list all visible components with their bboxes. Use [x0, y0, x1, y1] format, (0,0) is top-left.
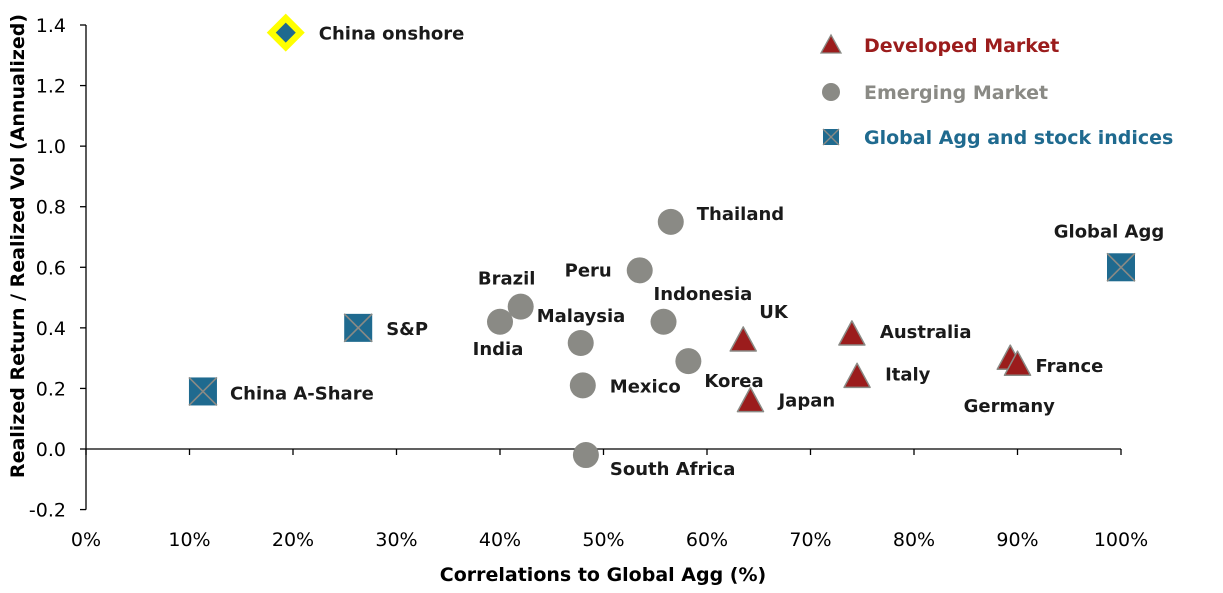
- point-australia: [838, 320, 866, 346]
- point-malaysia: [567, 330, 594, 356]
- point-france: [1003, 350, 1032, 376]
- point-s-p: [343, 313, 373, 343]
- x-tick-label: 100%: [1094, 529, 1148, 551]
- point-label-korea: Korea: [704, 371, 763, 392]
- axes: -0.2 0.0 0.2 0.4 0.6 0.8 1.0 1.2 1.4 0% 10% 20% 30% 4…: [29, 15, 1148, 551]
- y-tick-label: 0.4: [36, 318, 66, 340]
- point-label-indonesia: Indonesia: [654, 284, 753, 305]
- point-label-mexico: Mexico: [610, 376, 681, 397]
- point-thailand: [657, 208, 684, 235]
- point-label-india: India: [473, 339, 524, 360]
- point-label-south-africa: South Africa: [610, 459, 735, 480]
- point-mexico: [569, 372, 596, 399]
- x-tick-label: 70%: [789, 529, 831, 551]
- x-axis-title: Correlations to Global Agg (%): [440, 564, 766, 586]
- point-label-italy: Italy: [885, 364, 931, 385]
- point-brazil: [507, 293, 534, 320]
- data-points: UK Japan Australia Italy Germany France Thaila…: [188, 13, 1164, 480]
- point-italy: [843, 362, 871, 389]
- y-tick-label: 1.4: [36, 15, 66, 37]
- y-tick-label: 0.6: [36, 257, 66, 279]
- point-label-global-agg: Global Agg: [1054, 221, 1164, 242]
- y-tick-label: 0.0: [36, 439, 66, 461]
- legend-label: Global Agg and stock indices: [864, 127, 1173, 149]
- point-label-france: France: [1036, 356, 1104, 377]
- x-tick-label: 30%: [375, 529, 417, 551]
- point-label-uk: UK: [759, 302, 789, 323]
- point-india: [487, 308, 513, 335]
- point-label-malaysia: Malaysia: [537, 306, 626, 327]
- legend-entry-emerging-market: Emerging Market: [822, 82, 1048, 104]
- point-label-china-onshore: China onshore: [319, 24, 465, 45]
- point-korea: [675, 348, 702, 375]
- point-label-germany: Germany: [964, 396, 1056, 417]
- point-peru: [626, 257, 653, 284]
- legend-marker-triangle: [819, 33, 843, 54]
- x-tick-label: 40%: [479, 529, 521, 551]
- x-tick-label: 90%: [996, 529, 1038, 551]
- x-tick-label: 0%: [71, 529, 101, 551]
- point-uk: [729, 326, 757, 352]
- point-label-s-p: S&P: [386, 319, 428, 340]
- x-tick-label: 80%: [893, 529, 935, 551]
- legend-label: Developed Market: [864, 35, 1059, 57]
- y-tick-label: 0.2: [36, 378, 66, 400]
- point-label-china-a-share: China A-Share: [230, 383, 374, 404]
- legend: Developed Market Emerging Market Global Ag…: [819, 33, 1173, 149]
- point-south-africa: [572, 442, 599, 469]
- y-tick-label: 1.2: [36, 76, 66, 98]
- point-label-australia: Australia: [880, 322, 972, 343]
- point-label-brazil: Brazil: [478, 269, 536, 290]
- legend-entry-developed-market: Developed Market: [819, 33, 1059, 57]
- y-tick-label: 1.0: [36, 136, 66, 158]
- legend-entry-global-agg-and-stock-indices: Global Agg and stock indices: [822, 127, 1173, 149]
- y-tick-label: 0.8: [36, 197, 66, 219]
- point-japan: [736, 386, 765, 413]
- x-tick-label: 20%: [272, 529, 314, 551]
- legend-marker-circle: [822, 83, 840, 101]
- x-tick-label: 60%: [686, 529, 728, 551]
- point-china-a-share: [188, 376, 218, 407]
- point-label-peru: Peru: [565, 260, 612, 281]
- x-tick-label: 10%: [168, 529, 210, 551]
- x-tick-label: 50%: [582, 529, 624, 551]
- point-china-onshore: [266, 13, 305, 52]
- y-axis-title: Realized Return / Realized Vol (Annualiz…: [7, 14, 29, 478]
- point-global-agg: [1106, 252, 1136, 282]
- point-indonesia: [650, 308, 677, 335]
- point-label-japan: Japan: [776, 391, 835, 412]
- point-label-thailand: Thailand: [697, 204, 784, 225]
- legend-label: Emerging Market: [864, 82, 1048, 104]
- y-tick-label: -0.2: [29, 500, 66, 522]
